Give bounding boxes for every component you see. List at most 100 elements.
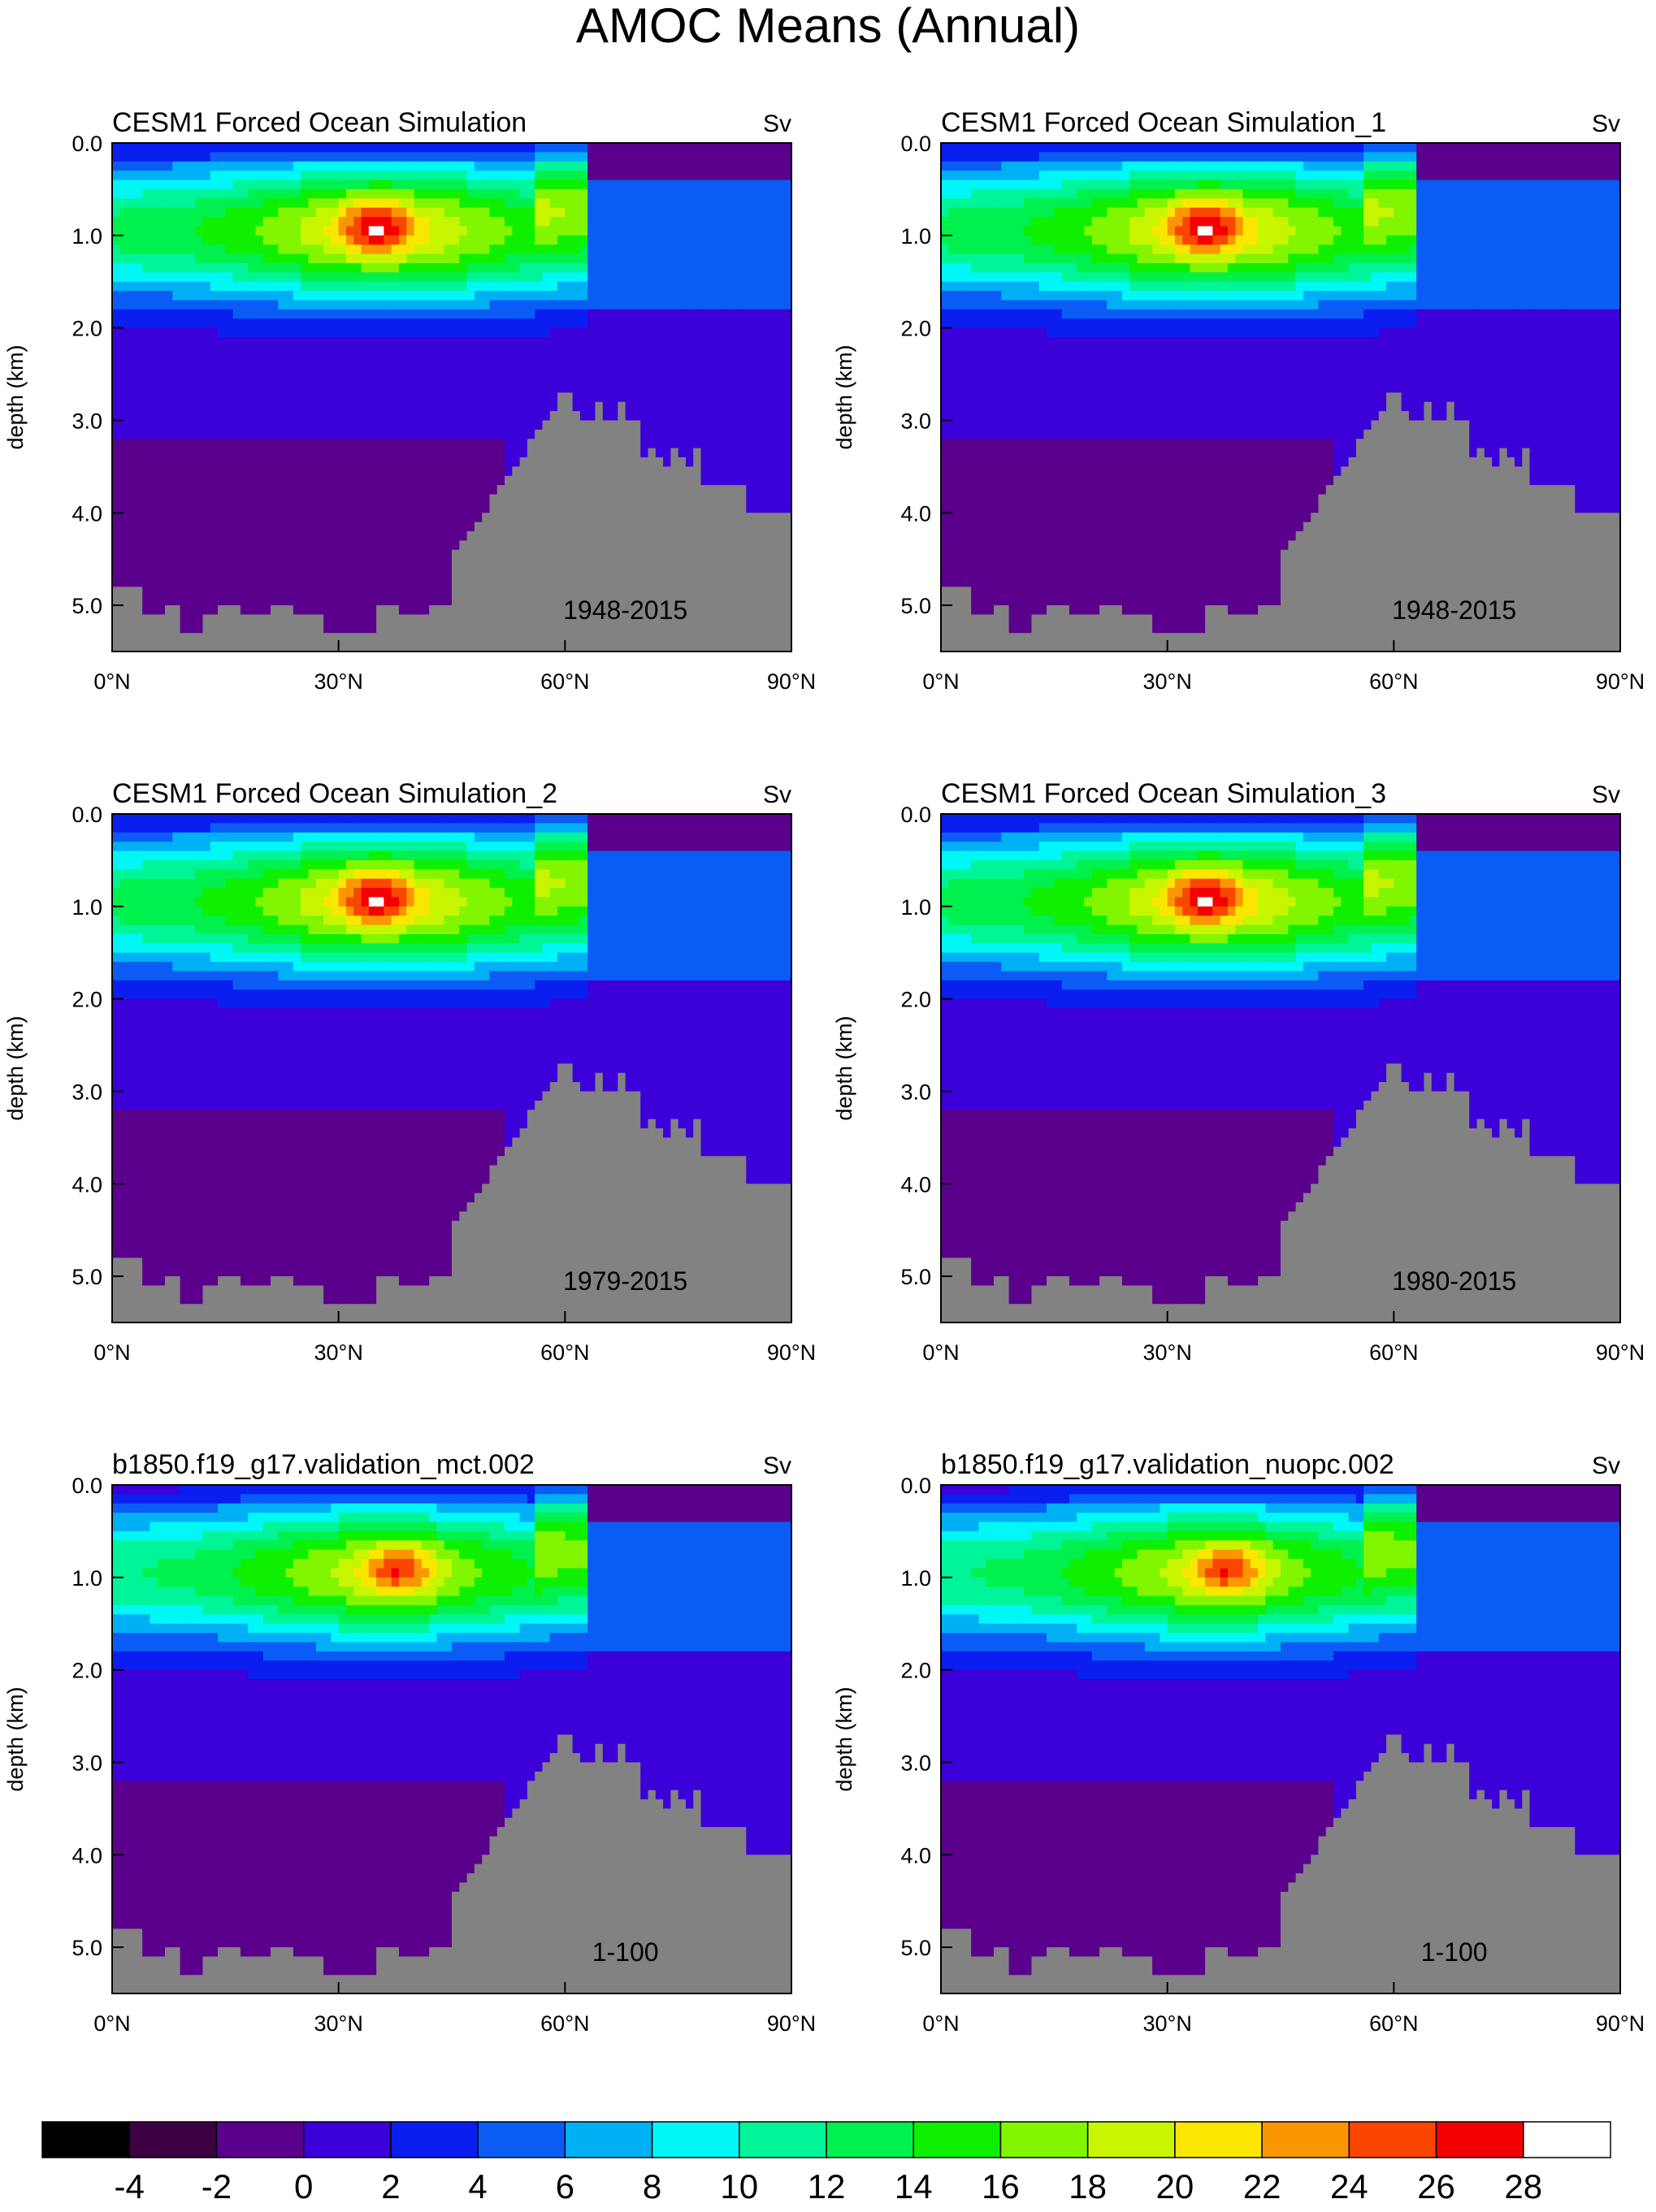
field-cell bbox=[278, 245, 287, 255]
field-cell bbox=[753, 401, 762, 412]
field-cell bbox=[708, 152, 717, 162]
field-cell bbox=[579, 420, 588, 431]
field-cell bbox=[218, 291, 226, 301]
field-cell bbox=[587, 180, 596, 190]
field-cell bbox=[535, 235, 544, 245]
field-cell bbox=[376, 161, 384, 171]
field-cell bbox=[187, 595, 196, 606]
field-cell bbox=[119, 207, 128, 218]
field-cell bbox=[315, 188, 324, 199]
field-cell bbox=[240, 605, 249, 616]
field-cell bbox=[557, 401, 566, 412]
field-cell bbox=[610, 337, 618, 347]
field-cell bbox=[655, 568, 664, 578]
field-cell bbox=[150, 448, 158, 458]
field-cell bbox=[391, 207, 400, 218]
field-cell bbox=[240, 226, 249, 236]
field-cell bbox=[648, 466, 657, 477]
field-cell bbox=[119, 171, 128, 181]
field-cell bbox=[368, 429, 377, 439]
field-cell bbox=[459, 587, 468, 597]
field-cell bbox=[738, 503, 747, 513]
field-cell bbox=[685, 429, 694, 439]
field-cell bbox=[557, 531, 566, 542]
field-cell bbox=[783, 522, 792, 532]
field-cell bbox=[632, 374, 641, 384]
field-cell bbox=[210, 540, 219, 551]
field-cell bbox=[610, 642, 618, 652]
field-cell bbox=[769, 374, 778, 384]
field-cell bbox=[618, 605, 626, 616]
field-cell bbox=[769, 161, 778, 171]
field-cell bbox=[452, 217, 460, 227]
field-cell bbox=[753, 245, 762, 255]
field-cell bbox=[459, 411, 468, 422]
field-cell bbox=[783, 180, 792, 190]
field-cell bbox=[308, 642, 317, 652]
field-cell bbox=[535, 392, 544, 403]
field-cell bbox=[180, 587, 189, 597]
field-cell bbox=[452, 383, 460, 393]
field-cell bbox=[565, 143, 574, 153]
field-cell bbox=[421, 337, 430, 347]
field-cell bbox=[640, 143, 649, 153]
field-cell bbox=[429, 549, 438, 560]
field-cell bbox=[527, 429, 535, 439]
field-cell bbox=[670, 577, 679, 587]
field-cell bbox=[746, 411, 755, 422]
field-cell bbox=[345, 439, 354, 449]
field-cell bbox=[150, 188, 158, 199]
field-cell bbox=[338, 439, 347, 449]
field-cell bbox=[466, 235, 475, 245]
field-cell bbox=[452, 448, 460, 458]
field-cell bbox=[761, 318, 769, 329]
field-cell bbox=[519, 633, 528, 643]
field-cell bbox=[262, 198, 271, 209]
field-cell bbox=[678, 226, 687, 236]
field-cell bbox=[746, 587, 755, 597]
field-cell bbox=[595, 577, 604, 587]
field-cell bbox=[202, 152, 211, 162]
field-cell bbox=[414, 291, 423, 301]
field-cell bbox=[708, 475, 717, 486]
field-cell bbox=[557, 549, 566, 560]
field-cell bbox=[278, 429, 287, 439]
field-cell bbox=[210, 226, 219, 236]
field-cell bbox=[505, 300, 513, 310]
field-cell bbox=[345, 494, 354, 504]
field-cell bbox=[466, 346, 475, 357]
field-cell bbox=[293, 531, 301, 542]
field-cell bbox=[527, 466, 535, 477]
field-cell bbox=[716, 466, 724, 477]
field-cell bbox=[345, 374, 354, 384]
field-cell bbox=[610, 513, 618, 523]
field-cell bbox=[452, 180, 460, 190]
field-cell bbox=[157, 161, 166, 171]
field-cell bbox=[444, 235, 453, 245]
field-cell bbox=[165, 253, 173, 264]
field-cell bbox=[632, 318, 641, 329]
field-cell bbox=[398, 346, 407, 357]
field-cell bbox=[542, 522, 551, 532]
field-cell bbox=[353, 549, 362, 560]
field-cell bbox=[210, 522, 219, 532]
field-cell bbox=[549, 383, 558, 393]
field-cell bbox=[406, 235, 415, 245]
field-cell bbox=[579, 217, 588, 227]
field-cell bbox=[505, 198, 513, 209]
field-cell bbox=[361, 337, 370, 347]
field-cell bbox=[565, 411, 574, 422]
field-cell bbox=[210, 485, 219, 496]
field-cell bbox=[482, 457, 491, 467]
field-cell bbox=[685, 291, 694, 301]
field-cell bbox=[285, 152, 294, 162]
field-cell bbox=[783, 503, 792, 513]
field-cell bbox=[293, 152, 301, 162]
field-cell bbox=[323, 217, 332, 227]
field-cell bbox=[323, 485, 332, 496]
field-cell bbox=[512, 559, 521, 569]
field-cell bbox=[112, 494, 120, 504]
field-cell bbox=[210, 235, 219, 245]
field-cell bbox=[406, 485, 415, 496]
field-cell bbox=[301, 605, 310, 616]
